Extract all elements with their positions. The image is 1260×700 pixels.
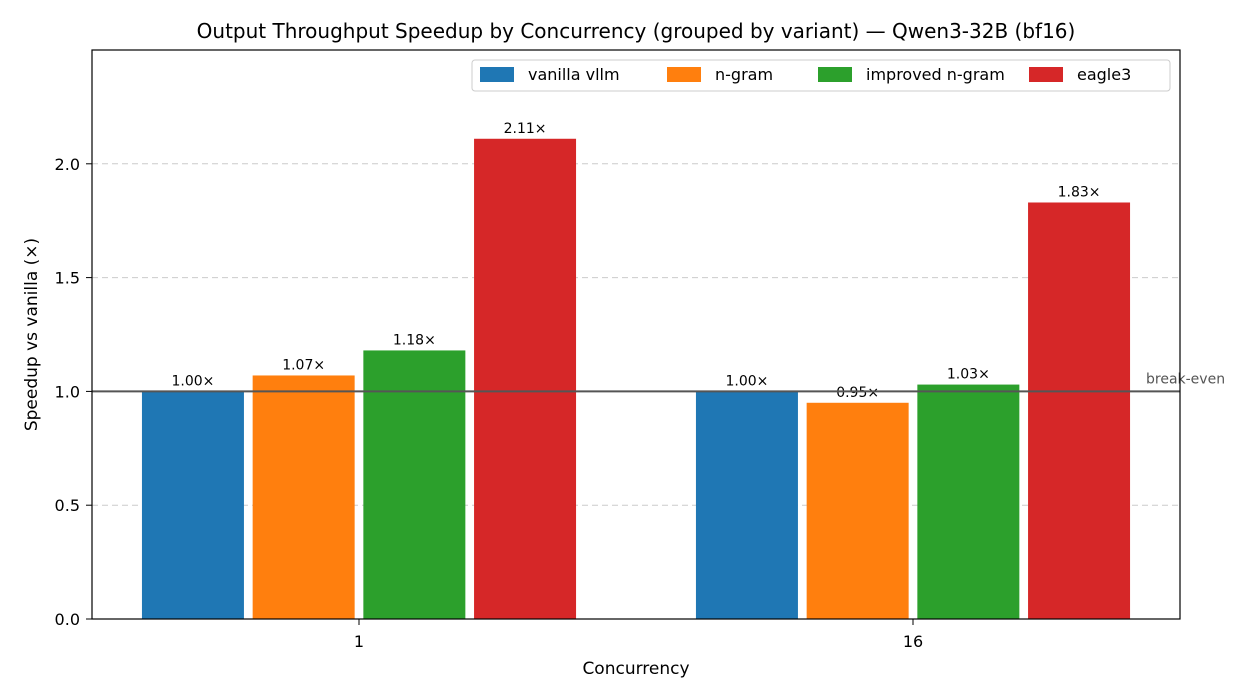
x-axis-label: Concurrency bbox=[582, 659, 689, 679]
legend-label: eagle3 bbox=[1077, 65, 1131, 84]
plot-frame bbox=[91, 49, 1181, 620]
x-tick-label: 16 bbox=[903, 632, 923, 651]
bar-value-label: 2.11× bbox=[504, 121, 547, 137]
chart-title: Output Throughput Speedup by Concurrency… bbox=[197, 19, 1076, 43]
bars bbox=[141, 138, 1131, 619]
y-axis-label: Speedup vs vanilla (×) bbox=[22, 238, 42, 431]
bar-improved-n-gram-16 bbox=[917, 384, 1020, 619]
y-tick-label: 2.0 bbox=[55, 155, 80, 174]
y-tick-label: 1.5 bbox=[55, 269, 80, 288]
legend-label: vanilla vllm bbox=[528, 65, 620, 84]
legend-swatch bbox=[1029, 67, 1063, 82]
bar-value-label: 1.00× bbox=[171, 373, 214, 389]
bar-value-label: 1.18× bbox=[393, 332, 436, 348]
bar-value-labels: 1.00× 1.07× 1.18× 2.11× 1.00× 0.95× 1.03× 1.83× bbox=[171, 121, 1100, 401]
legend-swatch bbox=[480, 67, 514, 82]
bar-value-label: 1.83× bbox=[1058, 184, 1101, 200]
y-tick-label: 0.0 bbox=[55, 610, 80, 629]
break-even-label: break-even bbox=[1146, 371, 1225, 387]
y-axis: 0.0 0.5 1.0 1.5 2.0 bbox=[55, 155, 92, 629]
y-tick-label: 0.5 bbox=[55, 496, 80, 515]
legend-label: n-gram bbox=[715, 65, 773, 84]
bar-value-label: 0.95× bbox=[836, 385, 879, 401]
bar-eagle3-16 bbox=[1028, 202, 1131, 619]
bar-n-gram-16 bbox=[806, 402, 909, 619]
x-axis: 1 16 bbox=[354, 619, 923, 651]
legend-swatch bbox=[667, 67, 701, 82]
bar-value-label: 1.00× bbox=[725, 373, 768, 389]
bar-improved-n-gram-1 bbox=[363, 350, 466, 619]
x-tick-label: 1 bbox=[354, 632, 364, 651]
bar-value-label: 1.07× bbox=[282, 357, 325, 373]
bar-vanilla-vllm-1 bbox=[141, 391, 244, 619]
reference-line: break-even bbox=[92, 371, 1225, 393]
bar-value-label: 1.03× bbox=[947, 367, 990, 383]
bar-n-gram-1 bbox=[252, 375, 355, 619]
legend: vanilla vllm n-gram improved n-gram eagle3 bbox=[471, 59, 1171, 92]
legend-swatch bbox=[818, 67, 852, 82]
bar-eagle3-1 bbox=[474, 138, 577, 619]
bar-vanilla-vllm-16 bbox=[695, 391, 798, 619]
y-tick-label: 1.0 bbox=[55, 382, 80, 401]
legend-label: improved n-gram bbox=[866, 65, 1005, 84]
